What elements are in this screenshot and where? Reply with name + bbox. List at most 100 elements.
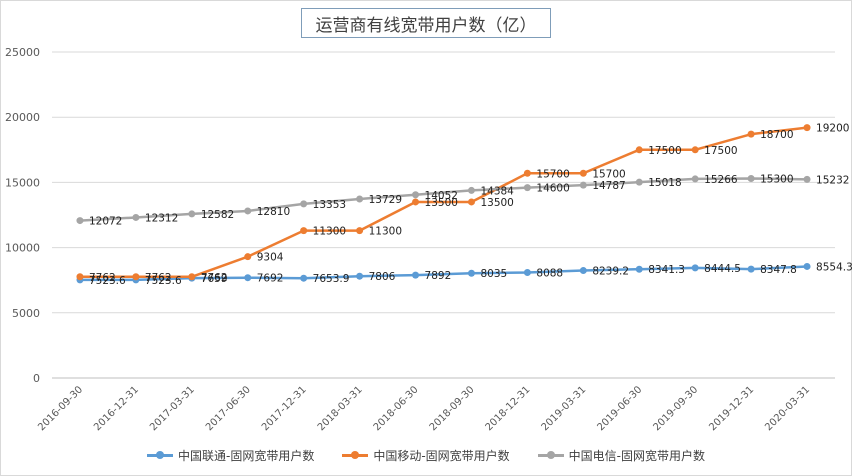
data-label: 7659 <box>201 273 228 285</box>
x-tick-label: 2018-03-31 <box>316 384 365 433</box>
x-tick-label: 2018-09-30 <box>428 384 477 433</box>
data-label: 8554.3 <box>816 261 852 273</box>
data-label: 15232 <box>816 174 849 186</box>
series-point <box>803 175 811 183</box>
data-label: 13500 <box>425 197 458 209</box>
data-label: 9304 <box>257 252 284 264</box>
series-point <box>356 227 364 235</box>
data-label: 12072 <box>89 216 122 228</box>
series-point <box>803 124 811 132</box>
series-point <box>132 213 140 221</box>
legend-item-mobile[interactable]: 中国移动-固网宽带用户数 <box>342 446 510 464</box>
data-label: 7692 <box>257 273 284 285</box>
series-point <box>412 198 420 206</box>
series-point <box>412 271 420 279</box>
data-label: 7762 <box>89 272 116 284</box>
series-point <box>467 198 475 206</box>
series-point <box>579 267 587 275</box>
series-line-1 <box>79 126 808 279</box>
data-label: 17500 <box>648 145 681 157</box>
data-label: 13729 <box>369 194 402 206</box>
data-label: 8239.2 <box>592 266 629 278</box>
series-point <box>244 207 252 215</box>
x-tick-label: 2016-09-30 <box>36 384 85 433</box>
y-tick-label: 10000 <box>5 242 40 255</box>
series-line-0 <box>79 265 808 282</box>
chart-title: 运营商有线宽带用户数（亿） <box>301 8 551 38</box>
series-point <box>76 273 84 281</box>
series-point <box>691 146 699 154</box>
y-axis-ticks: 0 5000 10000 15000 20000 25000 <box>5 46 40 385</box>
series-point <box>356 195 364 203</box>
data-label: 15018 <box>648 177 681 189</box>
data-label: 7762 <box>145 272 172 284</box>
y-tick-label: 20000 <box>5 111 40 124</box>
data-label: 7806 <box>369 271 396 283</box>
series-point <box>300 227 308 235</box>
x-tick-label: 2017-06-30 <box>204 384 253 433</box>
x-tick-label: 2020-03-31 <box>763 384 812 433</box>
x-tick-label: 2016-12-31 <box>92 384 141 433</box>
data-label: 17500 <box>704 145 737 157</box>
data-label: 8347.8 <box>760 264 797 276</box>
data-label: 14384 <box>480 185 514 197</box>
data-label: 8035 <box>480 268 507 280</box>
data-label: 19200 <box>816 123 849 135</box>
data-label: 8341.3 <box>648 264 685 276</box>
series-point <box>635 265 643 273</box>
legend-item-unicom[interactable]: 中国联通-固网宽带用户数 <box>146 446 314 464</box>
data-label: 13353 <box>313 199 346 211</box>
series-point <box>747 130 755 138</box>
y-tick-label: 15000 <box>5 176 40 189</box>
data-label: 8088 <box>536 268 563 280</box>
series-point <box>132 273 140 281</box>
data-label: 18700 <box>760 129 793 141</box>
y-tick-label: 25000 <box>5 46 40 59</box>
series-point <box>356 272 364 280</box>
data-label: 12582 <box>201 209 234 221</box>
series-point <box>523 269 531 277</box>
data-labels: 7523.6 7523.6 7659 7692 7653.9 7806 7892 8035 80… <box>89 123 852 287</box>
series-line-2 <box>79 177 808 222</box>
y-tick-label: 0 <box>33 372 40 385</box>
series-point <box>412 191 420 199</box>
series-point <box>300 200 308 208</box>
legend-swatch-mobile <box>342 449 369 461</box>
legend: 中国联通-固网宽带用户数 中国移动-固网宽带用户数 中国电信-固网宽带用户数 <box>0 446 852 464</box>
gridlines <box>52 51 835 379</box>
x-tick-label: 2018-06-30 <box>372 384 421 433</box>
x-tick-label: 2017-12-31 <box>260 384 309 433</box>
series-point <box>803 262 811 270</box>
data-label: 7892 <box>425 270 452 282</box>
legend-label-mobile: 中国移动-固网宽带用户数 <box>373 448 510 463</box>
data-label: 7523.6 <box>89 275 126 287</box>
x-axis-ticks: 2016-09-30 2016-12-31 2017-03-31 2017-06-30… <box>36 384 812 433</box>
data-label: 11300 <box>313 226 346 238</box>
x-tick-label: 2019-09-30 <box>651 384 700 433</box>
series-point <box>635 178 643 186</box>
legend-label-telecom: 中国电信-固网宽带用户数 <box>568 448 706 463</box>
legend-item-telecom[interactable]: 中国电信-固网宽带用户数 <box>537 446 706 464</box>
series-point <box>691 175 699 183</box>
x-tick-label: 2019-03-31 <box>540 384 589 433</box>
series-point <box>635 146 643 154</box>
y-tick-label: 5000 <box>12 307 40 320</box>
data-label: 7653.9 <box>313 273 350 285</box>
data-label: 7523.6 <box>145 275 182 287</box>
series-point <box>579 181 587 189</box>
series-point <box>467 186 475 194</box>
x-tick-label: 2018-12-31 <box>484 384 533 433</box>
data-label: 13500 <box>480 197 513 209</box>
data-label: 12312 <box>145 212 178 224</box>
series-point <box>188 273 196 281</box>
series-point <box>691 264 699 272</box>
data-label: 14052 <box>425 190 458 202</box>
legend-swatch-telecom <box>537 449 564 461</box>
series-point <box>747 174 755 182</box>
series-point <box>747 265 755 273</box>
x-tick-label: 2019-06-30 <box>595 384 644 433</box>
series-point <box>523 184 531 192</box>
series-point <box>244 274 252 282</box>
